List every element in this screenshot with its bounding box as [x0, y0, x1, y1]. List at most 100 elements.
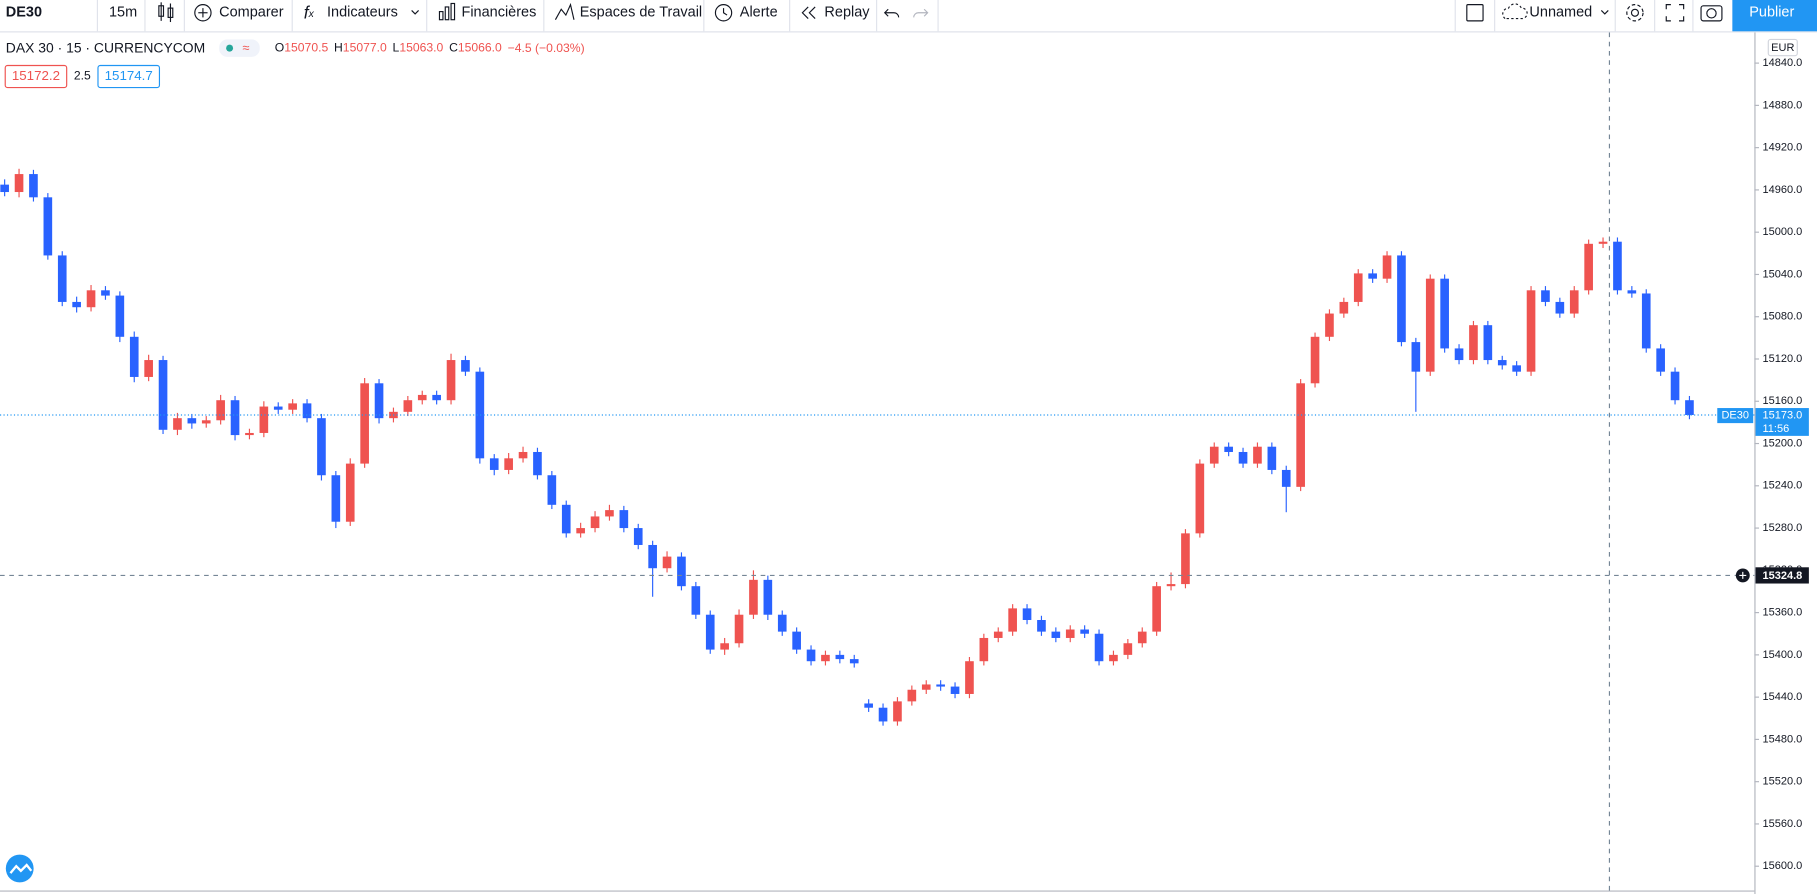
settings-button[interactable]	[1626, 4, 1644, 22]
undo-button[interactable]	[883, 8, 900, 18]
price-tick-label: 15000.0	[1762, 226, 1802, 238]
candle-body	[1166, 584, 1176, 587]
candle-body	[864, 703, 873, 708]
financials-icon[interactable]	[438, 2, 456, 21]
candle-body	[1397, 255, 1406, 343]
candle-body	[1181, 533, 1190, 585]
price-tick-label: 15400.0	[1762, 649, 1802, 661]
plot	[0, 32, 1755, 891]
fullscreen-toggle[interactable]	[1466, 4, 1484, 22]
dropdown-arrow[interactable]	[411, 10, 420, 15]
candle-body	[1353, 273, 1363, 302]
financials-button[interactable]: Financières	[462, 5, 537, 21]
candle-body	[993, 631, 1003, 638]
legend: DAX 30 · 15 · CURRENCYCOM ≈ O15070.5 H150…	[4, 39, 585, 89]
candle-body	[417, 394, 427, 401]
redo-button[interactable]	[913, 8, 929, 18]
candle-body	[1598, 241, 1608, 244]
candle-body	[561, 504, 571, 534]
compare-icon[interactable]	[194, 4, 212, 22]
ohlc-key: H	[334, 41, 343, 55]
candle-body	[1109, 654, 1118, 662]
layout-dropdown[interactable]	[1600, 10, 1609, 15]
candle-body	[1008, 608, 1017, 632]
candle-body	[1454, 348, 1464, 361]
candle-body	[374, 383, 384, 419]
candle-body	[1296, 383, 1305, 487]
ohlc-item: L15063.0	[393, 41, 444, 55]
candle-body	[691, 586, 701, 615]
price-tick-label: 14920.0	[1762, 142, 1802, 154]
bid-price[interactable]: 15172.2	[12, 68, 60, 83]
countdown-label: 11:56	[1762, 423, 1789, 435]
candle-body	[1382, 255, 1392, 279]
alert-icon[interactable]	[714, 4, 733, 22]
candle-body	[792, 631, 801, 650]
ohlc-values: O15070.5 H15077.0 L15063.0 C15066.0 −4.5 (−0…	[275, 41, 585, 55]
crosshair-add-plus	[1739, 571, 1747, 579]
market-status-dot	[226, 44, 234, 52]
candle-body	[677, 556, 686, 587]
indicators-icon[interactable]: fx	[304, 3, 315, 23]
crosshair-price-label: 15324.8	[1762, 570, 1802, 582]
candle-body	[547, 475, 557, 505]
compare-button[interactable]: Comparer	[219, 5, 284, 21]
bid-box[interactable]	[4, 64, 68, 89]
candle-body	[245, 432, 254, 436]
candle-body	[57, 255, 67, 302]
candle-body	[662, 556, 672, 569]
publish-button[interactable]	[1732, 0, 1817, 32]
ohlc-key: L	[393, 41, 400, 55]
indicators-button[interactable]: Indicateurs	[327, 5, 398, 21]
candle-body	[504, 458, 513, 470]
cloud-icon[interactable]	[1502, 3, 1528, 20]
candle-body	[461, 360, 470, 372]
ask-price[interactable]: 15174.7	[105, 68, 153, 83]
candle-body	[806, 649, 816, 662]
price-tick-label: 14880.0	[1762, 99, 1802, 111]
replay-icon[interactable]	[801, 6, 816, 19]
ask-box[interactable]	[97, 64, 161, 89]
change-value: −4.5 (−0.03%)	[508, 41, 585, 55]
symbol-button[interactable]: DE30	[6, 5, 42, 21]
candle-body	[259, 406, 269, 433]
symbol-tag-label: DE30	[1721, 409, 1749, 421]
candle-body	[0, 184, 9, 193]
candle-body	[1037, 620, 1046, 632]
price-tick-label: 15440.0	[1762, 691, 1802, 703]
candle-body	[1152, 586, 1161, 632]
candle-body	[1065, 629, 1075, 638]
ohlc-item: O15070.5	[275, 41, 329, 55]
price-tick-label: 15600.0	[1762, 860, 1802, 872]
candle-body	[216, 400, 225, 421]
candle-body	[705, 614, 715, 650]
currency-label: EUR	[1771, 42, 1794, 54]
ohlc-value: 15077.0	[343, 41, 387, 55]
expand-button[interactable]	[1665, 4, 1685, 22]
interval-button[interactable]: 15m	[109, 5, 137, 21]
candle-body	[835, 654, 845, 660]
candle-body	[1137, 631, 1147, 644]
snapshot-button[interactable]	[1700, 5, 1723, 22]
workspaces-icon[interactable]	[554, 2, 575, 20]
layout-button[interactable]: Unnamed	[1529, 5, 1592, 21]
toolbar-separators	[96, 0, 1694, 32]
candle-body	[1253, 446, 1262, 464]
candle-body	[1195, 463, 1205, 534]
replay-button[interactable]: Replay	[824, 5, 870, 21]
candle-body	[331, 475, 341, 522]
candle-body	[360, 383, 369, 464]
price-tick-label: 14960.0	[1762, 184, 1802, 196]
candle-body	[1569, 290, 1579, 314]
publish-label[interactable]: Publier	[1749, 5, 1794, 21]
candle-body	[1627, 290, 1637, 294]
legend-title: DAX 30 · 15 · CURRENCYCOM	[6, 39, 205, 55]
candle-body	[1512, 365, 1521, 372]
workspaces-button[interactable]: Espaces de Travail	[580, 5, 702, 21]
alert-button[interactable]: Alerte	[740, 5, 778, 21]
spread: 2.5	[74, 69, 91, 83]
chart-type-icon[interactable]	[158, 2, 174, 23]
price-tick-label: 14840.0	[1762, 57, 1802, 69]
candle-body	[590, 516, 600, 529]
